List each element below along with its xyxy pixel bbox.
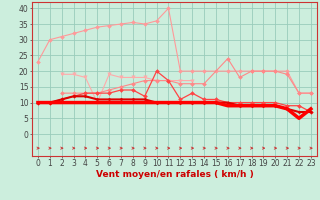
X-axis label: Vent moyen/en rafales ( km/h ): Vent moyen/en rafales ( km/h ) bbox=[96, 170, 253, 179]
